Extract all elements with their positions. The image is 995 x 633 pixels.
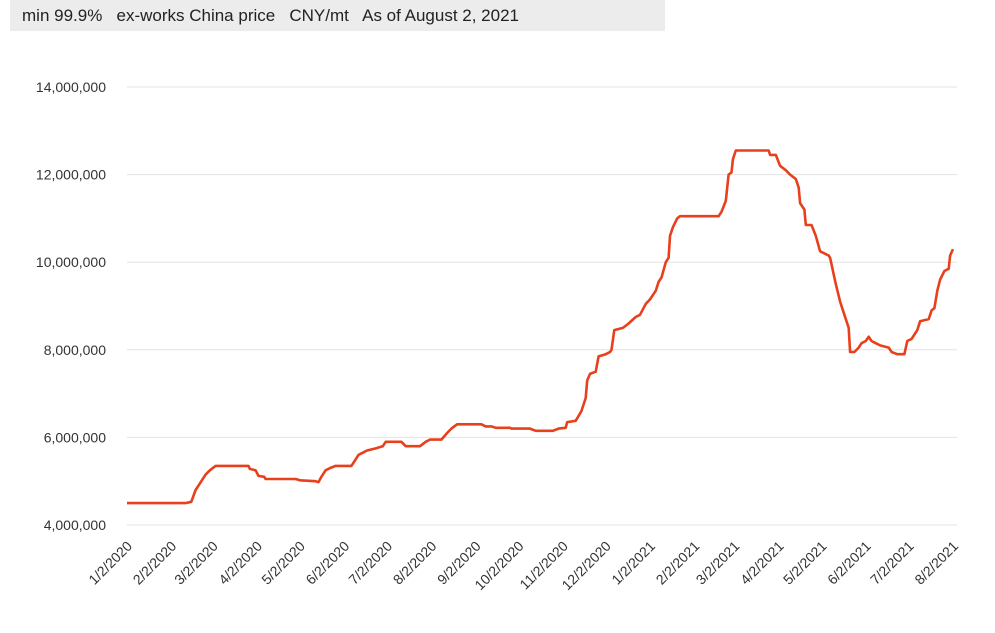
x-tick-label: 3/2/2021 (693, 538, 743, 588)
y-tick-label: 14,000,000 (36, 79, 106, 95)
x-tick-label: 3/2/2020 (171, 538, 221, 588)
x-tick-label: 4/2/2020 (215, 538, 265, 588)
x-tick-label: 7/2/2020 (345, 538, 395, 588)
y-tick-label: 10,000,000 (36, 254, 106, 270)
x-tick-label: 5/2/2020 (258, 538, 308, 588)
y-tick-label: 4,000,000 (44, 517, 106, 533)
chart-subtitle: min 99.9% ex-works China price CNY/mt As… (22, 6, 519, 25)
y-tick-label: 6,000,000 (44, 429, 106, 445)
x-tick-label: 6/2/2020 (302, 538, 352, 588)
x-tick-label: 6/2/2021 (824, 538, 874, 588)
x-tick-label: 5/2/2021 (780, 538, 830, 588)
x-tick-label: 8/2/2021 (911, 538, 961, 588)
price-line (127, 149, 955, 505)
x-tick-label: 1/2/2021 (608, 538, 658, 588)
x-tick-label: 1/2/2020 (85, 538, 135, 588)
x-tick-label: 2/2/2020 (130, 538, 180, 588)
y-tick-label: 12,000,000 (36, 167, 106, 183)
x-tick-label: 7/2/2021 (867, 538, 917, 588)
x-tick-label: 8/2/2020 (390, 538, 440, 588)
y-tick-label: 8,000,000 (44, 342, 106, 358)
x-tick-label: 4/2/2021 (737, 538, 787, 588)
subtitle-box (10, 0, 665, 31)
